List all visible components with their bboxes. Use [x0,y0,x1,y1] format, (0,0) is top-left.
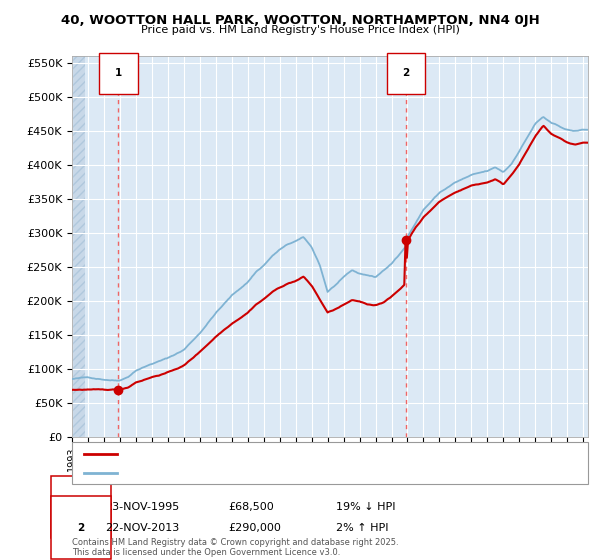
Text: 19% ↓ HPI: 19% ↓ HPI [336,502,395,512]
Text: 2: 2 [402,68,410,78]
Text: HPI: Average price, detached house, West Northamptonshire: HPI: Average price, detached house, West… [123,468,420,478]
Text: £68,500: £68,500 [228,502,274,512]
Text: 2% ↑ HPI: 2% ↑ HPI [336,522,389,533]
Text: 1: 1 [115,68,122,78]
Text: 1: 1 [77,502,85,512]
Bar [72,56,85,437]
Text: 40, WOOTTON HALL PARK, WOOTTON, NORTHAMPTON, NN4 0JH (detached house): 40, WOOTTON HALL PARK, WOOTTON, NORTHAMP… [123,449,526,459]
Text: 2: 2 [77,522,85,533]
Text: £290,000: £290,000 [228,522,281,533]
Text: Price paid vs. HM Land Registry's House Price Index (HPI): Price paid vs. HM Land Registry's House … [140,25,460,35]
Text: 22-NOV-2013: 22-NOV-2013 [105,522,179,533]
Text: 40, WOOTTON HALL PARK, WOOTTON, NORTHAMPTON, NN4 0JH: 40, WOOTTON HALL PARK, WOOTTON, NORTHAMP… [61,14,539,27]
Text: Contains HM Land Registry data © Crown copyright and database right 2025.
This d: Contains HM Land Registry data © Crown c… [72,538,398,557]
Text: 23-NOV-1995: 23-NOV-1995 [105,502,179,512]
